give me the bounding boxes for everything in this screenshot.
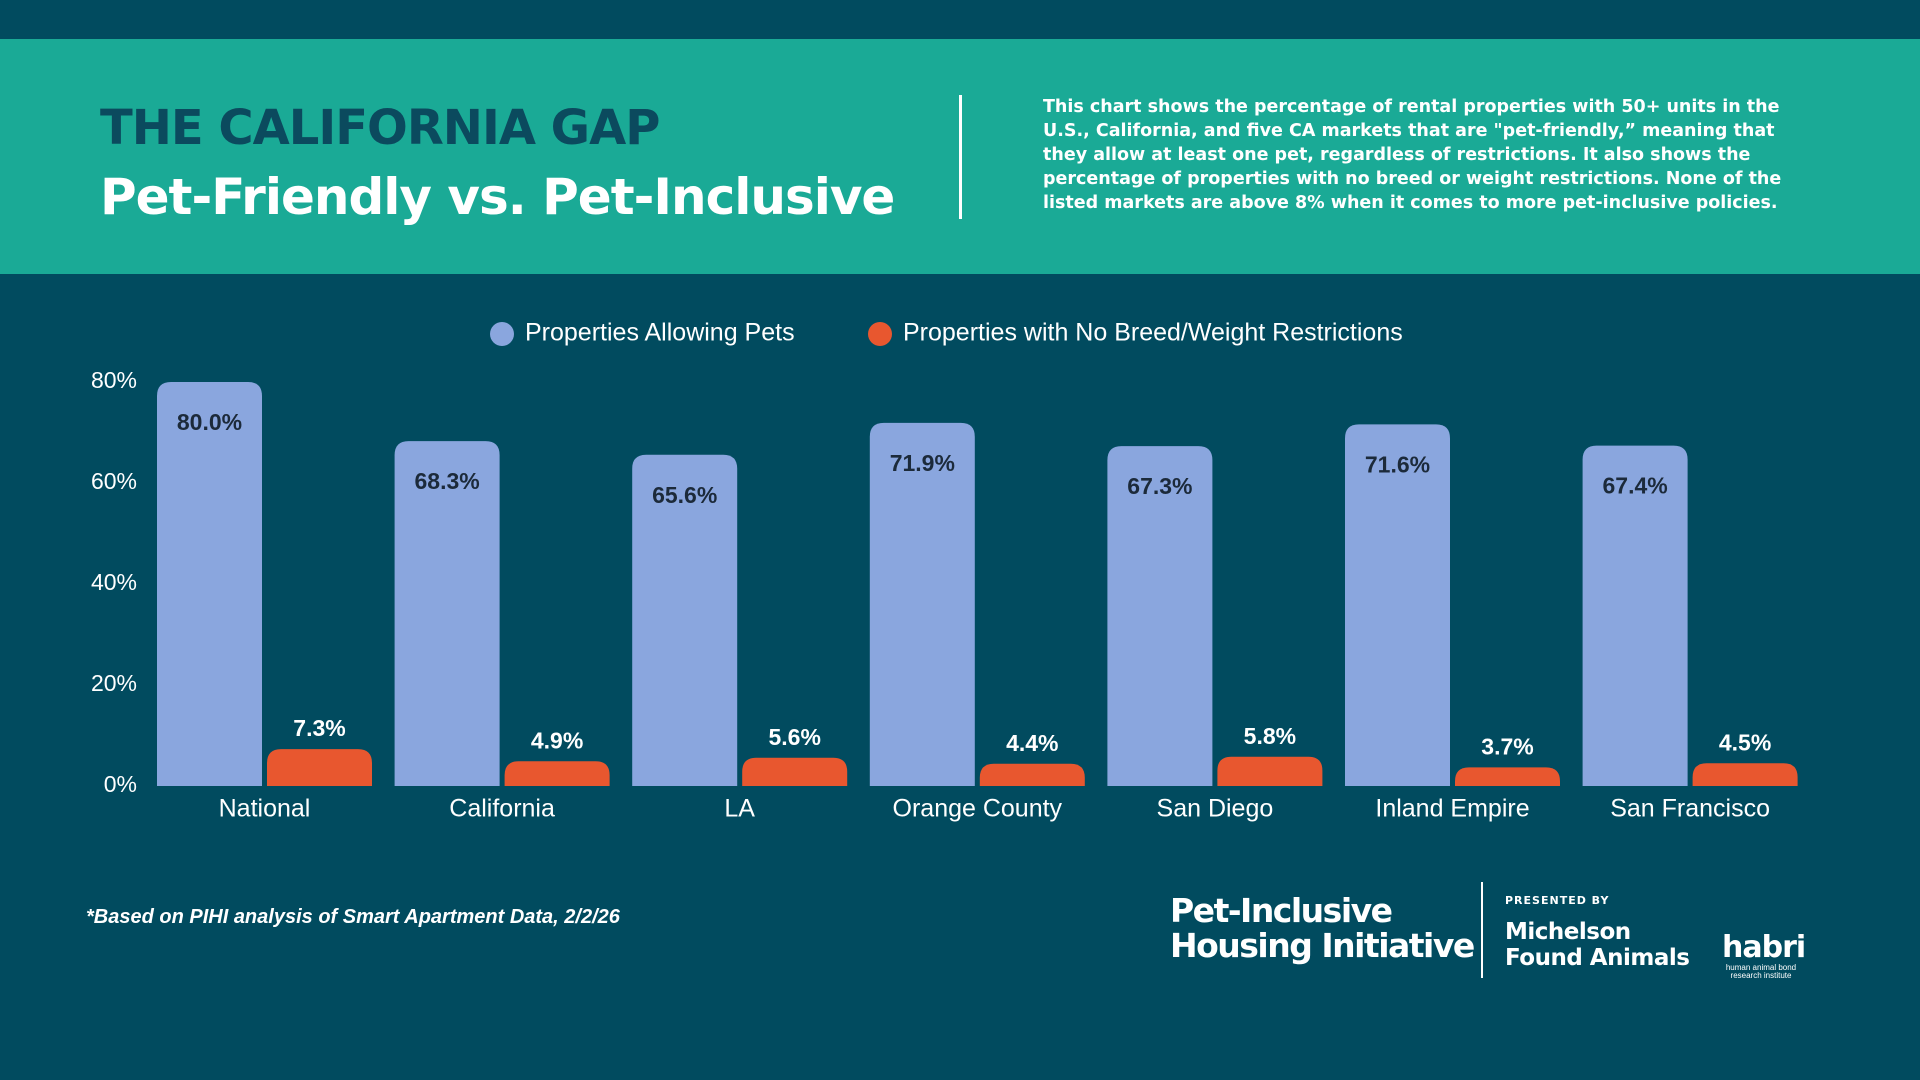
bar bbox=[869, 422, 975, 786]
bar bbox=[979, 763, 1085, 786]
mfa-logo: Michelson Found Animals bbox=[1505, 919, 1690, 971]
habri-logo: habri bbox=[1722, 930, 1806, 965]
value-label: 5.6% bbox=[768, 724, 820, 750]
description: This chart shows the percentage of renta… bbox=[1043, 97, 1782, 213]
x-tick-label: Inland Empire bbox=[1375, 795, 1529, 823]
x-tick-label: California bbox=[449, 795, 555, 823]
bar bbox=[742, 757, 848, 786]
x-tick-label: LA bbox=[724, 795, 755, 823]
bar bbox=[1107, 446, 1213, 786]
bar bbox=[1692, 763, 1798, 786]
bar bbox=[157, 382, 262, 786]
legend-label: Properties Allowing Pets bbox=[525, 319, 795, 347]
logo-text: research institute bbox=[1730, 971, 1792, 980]
legend-label: Properties with No Breed/Weight Restrict… bbox=[903, 319, 1403, 347]
value-label: 67.4% bbox=[1602, 473, 1667, 499]
legend-marker bbox=[868, 322, 892, 346]
title: THE CALIFORNIA GAP bbox=[100, 100, 660, 156]
value-label: 4.5% bbox=[1719, 729, 1771, 755]
logo-text: Pet-Inclusive bbox=[1170, 891, 1393, 930]
logo-text: Michelson bbox=[1505, 919, 1631, 945]
logo-text: Found Animals bbox=[1505, 945, 1690, 971]
divider bbox=[1481, 882, 1483, 978]
value-label: 71.9% bbox=[890, 450, 955, 476]
value-label: 68.3% bbox=[414, 468, 479, 494]
y-tick-label: 20% bbox=[91, 670, 137, 696]
value-label: 67.3% bbox=[1127, 473, 1192, 499]
pihi-logo: Pet-Inclusive Housing Initiative bbox=[1170, 891, 1475, 965]
value-label: 71.6% bbox=[1365, 451, 1430, 477]
x-tick-label: National bbox=[219, 795, 311, 823]
x-tick-label: San Diego bbox=[1157, 795, 1274, 823]
bar bbox=[504, 761, 610, 786]
value-label: 65.6% bbox=[652, 482, 717, 508]
presented-by: PRESENTED BY bbox=[1505, 894, 1610, 907]
bar bbox=[1455, 767, 1560, 786]
bar bbox=[1582, 445, 1688, 786]
value-label: 5.8% bbox=[1244, 723, 1296, 749]
y-tick-label: 60% bbox=[91, 468, 137, 494]
bar bbox=[632, 454, 738, 786]
y-tick-label: 40% bbox=[91, 569, 137, 595]
bar bbox=[394, 441, 500, 786]
bar bbox=[267, 749, 372, 786]
value-label: 4.9% bbox=[531, 727, 583, 753]
x-tick-label: Orange County bbox=[893, 795, 1063, 823]
y-tick-label: 80% bbox=[91, 367, 137, 393]
legend-marker bbox=[490, 322, 514, 346]
value-label: 4.4% bbox=[1006, 730, 1058, 756]
divider bbox=[959, 95, 962, 219]
y-tick-label: 0% bbox=[104, 771, 137, 797]
footnote: *Based on PIHI analysis of Smart Apartme… bbox=[86, 906, 620, 928]
subtitle: Pet-Friendly vs. Pet-Inclusive bbox=[100, 168, 895, 226]
value-label: 3.7% bbox=[1481, 733, 1533, 759]
value-label: 80.0% bbox=[177, 409, 242, 435]
habri-sub: human animal bond research institute bbox=[1722, 964, 1800, 980]
logo-text: human animal bond bbox=[1725, 963, 1797, 972]
value-label: 7.3% bbox=[293, 715, 345, 741]
bar bbox=[1345, 424, 1450, 786]
bar bbox=[1217, 756, 1323, 786]
logo-text: Housing Initiative bbox=[1170, 926, 1475, 965]
x-tick-label: San Francisco bbox=[1610, 795, 1770, 823]
